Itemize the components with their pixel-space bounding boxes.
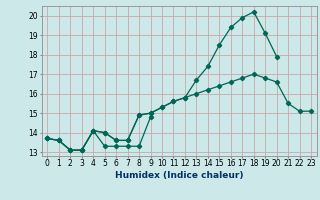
X-axis label: Humidex (Indice chaleur): Humidex (Indice chaleur) bbox=[115, 171, 244, 180]
